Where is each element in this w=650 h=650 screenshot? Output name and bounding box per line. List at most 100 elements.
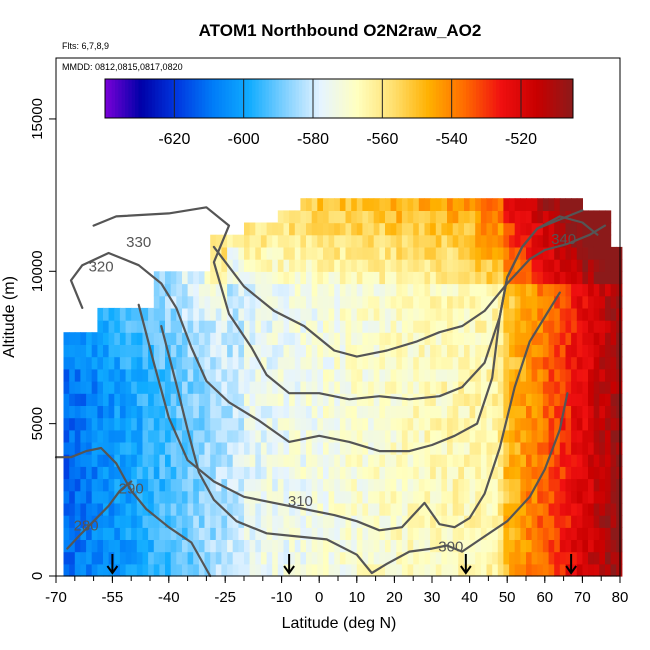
heatmap-cell: [153, 551, 160, 565]
heatmap-cell: [244, 539, 251, 553]
heatmap-cell: [114, 539, 121, 553]
heatmap-cell: [526, 344, 533, 358]
heatmap-cell: [368, 417, 375, 431]
heatmap-cell: [108, 368, 115, 382]
heatmap-cell: [430, 210, 437, 224]
heatmap-cell: [571, 222, 578, 236]
heatmap-cell: [576, 393, 583, 406]
heatmap-cell: [559, 307, 566, 321]
heatmap-cell: [294, 222, 301, 236]
heatmap-cell: [509, 405, 516, 419]
heatmap-cell: [497, 539, 504, 553]
heatmap-cell: [339, 393, 347, 406]
heatmap-cell: [119, 527, 127, 540]
heatmap-cell: [458, 515, 465, 528]
heatmap-cell: [283, 307, 290, 321]
heatmap-cell: [351, 198, 358, 211]
colorbar-swatch: [222, 79, 226, 118]
heatmap-cell: [108, 429, 115, 443]
heatmap-cell: [418, 344, 425, 358]
heatmap-cell: [520, 332, 527, 345]
heatmap-cell: [210, 539, 217, 553]
heatmap-cell: [328, 515, 335, 528]
heatmap-cell: [328, 295, 335, 309]
heatmap-cell: [385, 490, 392, 504]
heatmap-cell: [108, 393, 115, 406]
x-tick-label: -55: [102, 589, 124, 606]
heatmap-cell: [565, 527, 572, 540]
heatmap-cell: [91, 381, 98, 394]
heatmap-cell: [593, 332, 600, 345]
heatmap-cell: [447, 527, 454, 540]
heatmap-cell: [452, 368, 459, 382]
heatmap-cell: [119, 563, 127, 577]
heatmap-cell: [300, 454, 307, 467]
heatmap-cell: [385, 441, 392, 455]
heatmap-cell: [373, 551, 380, 565]
heatmap-cell: [368, 429, 375, 443]
heatmap-cell: [198, 490, 206, 504]
heatmap-cell: [520, 295, 527, 309]
heatmap-cell: [452, 259, 459, 272]
colorbar-swatch: [232, 79, 236, 118]
heatmap-cell: [610, 441, 617, 455]
heatmap-cell: [616, 502, 623, 516]
heatmap-cell: [593, 405, 600, 419]
heatmap-cell: [306, 320, 313, 333]
heatmap-cell: [204, 320, 211, 333]
heatmap-cell: [159, 563, 166, 577]
heatmap-cell: [447, 393, 454, 406]
heatmap-cell: [221, 381, 228, 394]
heatmap-cell: [103, 393, 110, 406]
heatmap-cell: [554, 356, 561, 370]
heatmap-cell: [238, 234, 245, 248]
heatmap-cell: [232, 307, 239, 321]
heatmap-cell: [334, 307, 341, 321]
heatmap-cell: [244, 222, 251, 236]
heatmap-cell: [249, 246, 256, 260]
heatmap-cell: [266, 417, 273, 431]
heatmap-cell: [198, 441, 206, 455]
heatmap-cell: [159, 527, 166, 540]
heatmap-cell: [198, 551, 206, 565]
heatmap-cell: [300, 344, 307, 358]
heatmap-cell: [362, 198, 369, 211]
heatmap-cell: [492, 405, 499, 419]
heatmap-cell: [605, 259, 612, 272]
heatmap-cell: [430, 198, 437, 211]
heatmap-cell: [616, 478, 623, 492]
heatmap-cell: [238, 271, 245, 285]
heatmap-cell: [266, 405, 273, 419]
heatmap-cell: [187, 405, 194, 419]
heatmap-cell: [266, 246, 273, 260]
heatmap-cell: [345, 441, 352, 455]
heatmap-cell: [328, 393, 335, 406]
heatmap-cell: [294, 551, 301, 565]
heatmap-cell: [266, 381, 273, 394]
heatmap-cell: [418, 246, 425, 260]
y-tick-label: 10000: [29, 250, 46, 292]
heatmap-cell: [469, 210, 476, 224]
heatmap-cell: [148, 551, 155, 565]
heatmap-cell: [407, 368, 414, 382]
heatmap-cell: [294, 246, 301, 260]
heatmap-cell: [260, 441, 268, 455]
heatmap-cell: [531, 283, 538, 297]
heatmap-cell: [351, 502, 358, 516]
heatmap-cell: [193, 307, 200, 321]
heatmap-cell: [497, 344, 504, 358]
heatmap-cell: [300, 295, 307, 309]
heatmap-cell: [571, 368, 578, 382]
heatmap-cell: [407, 381, 414, 394]
heatmap-cell: [520, 515, 527, 528]
heatmap-cell: [103, 466, 110, 480]
heatmap-cell: [97, 454, 104, 467]
heatmap-cell: [351, 271, 358, 285]
colorbar-swatch: [375, 79, 380, 118]
heatmap-cell: [379, 381, 386, 394]
heatmap-cell: [69, 356, 76, 370]
heatmap-cell: [345, 466, 352, 480]
heatmap-cell: [588, 490, 595, 504]
heatmap-cell: [294, 234, 301, 248]
heatmap-cell: [131, 307, 138, 321]
